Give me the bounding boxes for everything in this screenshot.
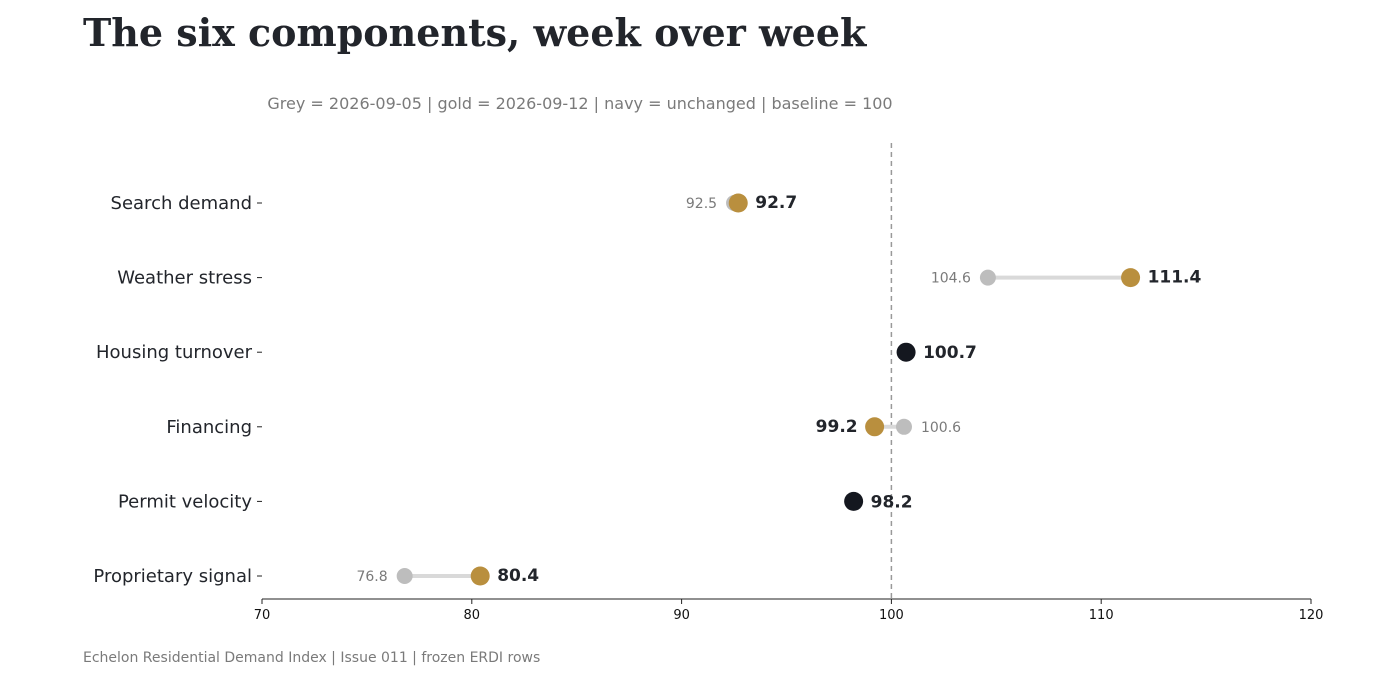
x-tick-label: 100 xyxy=(879,608,904,623)
current-point xyxy=(1121,268,1141,288)
previous-point xyxy=(979,269,996,286)
unchanged-point xyxy=(844,491,864,511)
previous-value-label: 100.6 xyxy=(921,420,961,436)
row-label: Proprietary signal xyxy=(93,566,252,587)
current-value-label: 100.7 xyxy=(923,343,977,363)
current-point xyxy=(728,193,748,213)
row-label: Search demand xyxy=(111,193,252,214)
chart-title: The six components, week over week xyxy=(83,10,867,55)
current-value-label: 111.4 xyxy=(1148,268,1202,288)
chart-footer: Echelon Residential Demand Index | Issue… xyxy=(83,650,541,666)
x-tick-label: 80 xyxy=(464,608,481,623)
row-label: Financing xyxy=(166,417,252,438)
row-label: Housing turnover xyxy=(96,342,253,363)
current-point xyxy=(470,566,490,586)
x-tick-label: 70 xyxy=(254,608,271,623)
previous-value-label: 76.8 xyxy=(356,569,387,585)
x-tick-label: 120 xyxy=(1299,608,1324,623)
current-value-label: 98.2 xyxy=(871,492,913,512)
current-value-label: 99.2 xyxy=(816,417,858,437)
previous-value-label: 104.6 xyxy=(931,271,971,287)
current-point xyxy=(865,417,885,437)
x-tick-label: 90 xyxy=(673,608,690,623)
row-label: Weather stress xyxy=(117,268,252,289)
unchanged-point xyxy=(896,342,916,362)
previous-point xyxy=(396,568,413,584)
row-label: Permit velocity xyxy=(118,491,252,512)
current-value-label: 92.7 xyxy=(755,193,797,213)
x-tick-label: 110 xyxy=(1089,608,1114,623)
previous-value-label: 92.5 xyxy=(686,196,717,212)
chart-subtitle: Grey = 2026-09-05 | gold = 2026-09-12 | … xyxy=(267,94,893,113)
current-value-label: 80.4 xyxy=(497,566,539,586)
previous-point xyxy=(895,418,912,435)
